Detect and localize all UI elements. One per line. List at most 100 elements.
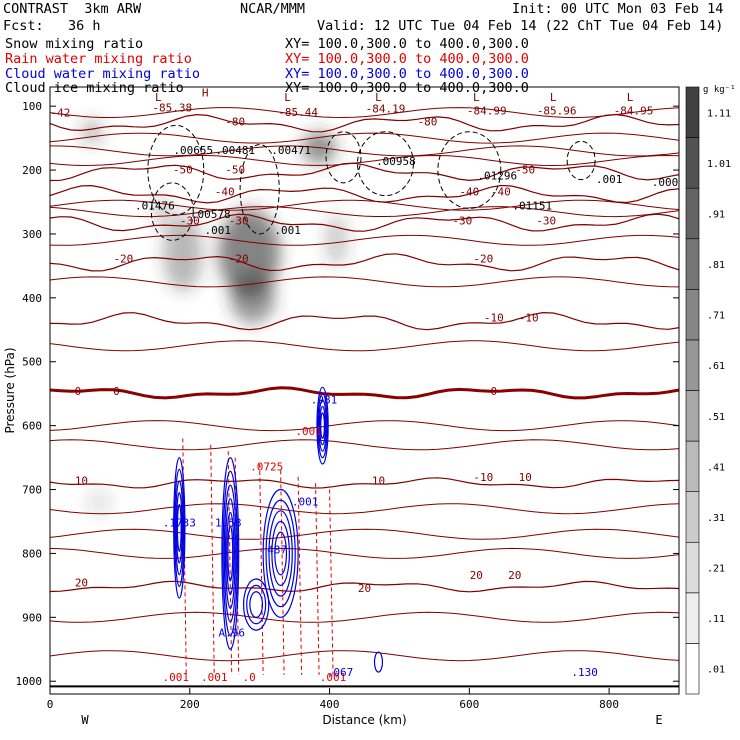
temperature-label: 20 bbox=[470, 569, 483, 582]
ice-label: .001 bbox=[596, 173, 623, 186]
contour-labels: -85.38 -85.44 -84.19 -84.99 -85.96 -84.95 -42 -… bbox=[51, 87, 679, 685]
temperature-label: -80 bbox=[225, 115, 245, 128]
ice-label: .001 bbox=[274, 224, 301, 237]
temperature-label: -50 bbox=[173, 163, 193, 176]
cloud-water-contour bbox=[265, 499, 296, 608]
isotherm-line bbox=[49, 213, 680, 232]
cloud-water-contour bbox=[320, 412, 326, 440]
extremum-marker: L bbox=[284, 91, 291, 104]
temperature-label: -10 bbox=[473, 471, 493, 484]
isotherm-line bbox=[49, 154, 680, 167]
colorbar-label: 1.01 bbox=[707, 159, 731, 170]
rain-contour bbox=[297, 476, 303, 675]
ice-contour bbox=[357, 131, 414, 197]
colorbar-swatch bbox=[685, 440, 700, 492]
snow-shading-layer bbox=[80, 118, 348, 516]
isotherm-line bbox=[49, 162, 680, 182]
isotherm-line bbox=[49, 439, 680, 451]
isotherm-line bbox=[49, 113, 680, 133]
snow-shading-blob bbox=[87, 489, 111, 516]
ice-label: .000 bbox=[652, 176, 679, 189]
temperature-label: -20 bbox=[113, 253, 133, 266]
cloud-water-contour bbox=[249, 591, 264, 618]
ice-contour bbox=[147, 124, 205, 216]
y-tick-label: 500 bbox=[22, 356, 42, 369]
colorbar-label: .71 bbox=[707, 311, 725, 322]
field-xy-cloud-ice: XY= 100.0,300.0 to 400.0,300.0 bbox=[285, 80, 529, 96]
isotherm-line bbox=[49, 650, 680, 662]
x-tick-label: 800 bbox=[599, 698, 619, 711]
field-xy-rain: XY= 100.0,300.0 to 400.0,300.0 bbox=[285, 51, 529, 67]
colorbar-label: .91 bbox=[707, 209, 725, 220]
isotherm-line bbox=[49, 386, 680, 400]
y-tick-label: 300 bbox=[22, 228, 42, 241]
y-tick-label: 800 bbox=[22, 547, 42, 560]
cloud-water-label: .1733 bbox=[163, 517, 196, 530]
temperature-label: 20 bbox=[75, 577, 88, 590]
isotherm-line bbox=[49, 503, 680, 515]
temperature-label: 0 bbox=[75, 385, 82, 398]
colorbar-label: 1.11 bbox=[707, 108, 731, 119]
isotherm-line bbox=[49, 199, 680, 211]
y-tick-label: 600 bbox=[22, 420, 42, 433]
temperature-label: 10 bbox=[519, 471, 532, 484]
y-tick-label: 400 bbox=[22, 292, 42, 305]
temperature-label: -20 bbox=[473, 253, 493, 266]
temperature-label: -20 bbox=[229, 253, 249, 266]
isotherm-line bbox=[49, 276, 680, 288]
ice-label: .01151 bbox=[512, 200, 552, 213]
y-tick-label: 100 bbox=[22, 100, 42, 113]
snow-shading-blob bbox=[218, 208, 280, 298]
rain-contour bbox=[259, 463, 264, 675]
temperature-label: -30 bbox=[229, 214, 249, 227]
ice-label: .00958 bbox=[376, 155, 416, 168]
colorbar-label: .21 bbox=[707, 564, 725, 575]
temperature-label: -10 bbox=[519, 311, 539, 324]
temperature-label: -84.19 bbox=[366, 103, 406, 116]
center-name: NCAR/MMM bbox=[240, 1, 306, 17]
cloud-water-contour bbox=[221, 456, 240, 650]
model-title: CONTRAST 3km ARW bbox=[3, 1, 142, 17]
temperature-label: -84.95 bbox=[614, 104, 654, 117]
extremum-marker: L bbox=[155, 91, 162, 104]
cloud-water-contour bbox=[274, 531, 288, 576]
ice-label: .00481 bbox=[215, 144, 255, 157]
ice-contour bbox=[150, 182, 194, 241]
cloud-water-label: 1.58 bbox=[215, 517, 242, 530]
y-tick-label: 900 bbox=[22, 611, 42, 624]
field-xy-snow: XY= 100.0,300.0 to 400.0,300.0 bbox=[285, 36, 529, 52]
rain-contour bbox=[315, 483, 320, 675]
colorbar-label: .41 bbox=[707, 462, 725, 473]
cloud-water-contour bbox=[319, 405, 326, 446]
extremum-marker: L bbox=[550, 91, 557, 104]
ice-label: .00471 bbox=[271, 144, 311, 157]
temperature-label: -84.99 bbox=[467, 104, 507, 117]
ice-contour bbox=[437, 131, 502, 209]
colorbar-swatch bbox=[685, 86, 700, 138]
colorbar-swatch bbox=[685, 390, 700, 442]
plot-frame bbox=[49, 86, 680, 695]
temperature-label: -30 bbox=[180, 214, 200, 227]
cloud-water-contour bbox=[268, 510, 293, 597]
x-tick-label: 400 bbox=[320, 698, 340, 711]
cloud-water-contour bbox=[246, 584, 267, 625]
cloud-water-contour bbox=[222, 470, 239, 637]
x-tick-label: 600 bbox=[459, 698, 479, 711]
cloud-water-contour bbox=[176, 503, 182, 552]
cloud-water-contour bbox=[175, 492, 183, 564]
colorbar-swatch bbox=[685, 289, 700, 341]
ice-label: .00655 bbox=[173, 144, 213, 157]
snow-shading-blob bbox=[80, 118, 104, 145]
field-name-rain: Rain water mixing ratio bbox=[5, 51, 192, 67]
y-tick-label: 200 bbox=[22, 164, 42, 177]
isotherm-line bbox=[49, 107, 680, 119]
temperature-label: 0 bbox=[113, 385, 120, 398]
isotherm-line bbox=[49, 340, 680, 352]
colorbar-label: .81 bbox=[707, 260, 725, 271]
rain-contour bbox=[280, 470, 285, 675]
temperature-label: -85.38 bbox=[152, 101, 192, 114]
temperature-label: 0 bbox=[490, 385, 497, 398]
temperature-label: -85.96 bbox=[537, 104, 577, 117]
